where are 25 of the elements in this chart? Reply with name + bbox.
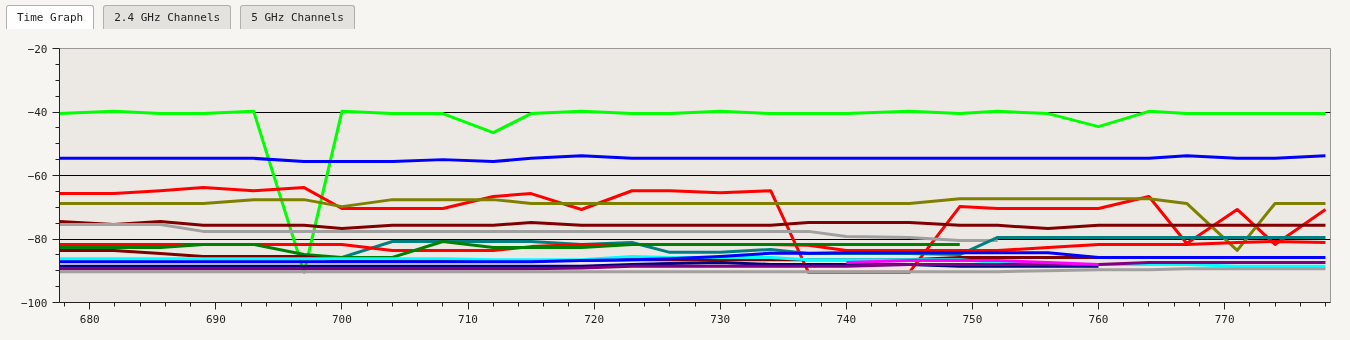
x-tick-label: 720	[584, 312, 605, 326]
y-tick-label: −100	[21, 296, 48, 310]
line-series	[59, 220, 1327, 231]
x-tick-label: 700	[332, 312, 352, 326]
line-series	[59, 197, 1327, 252]
x-tick-label: 690	[205, 312, 226, 326]
x-tick-label: 710	[458, 312, 478, 326]
text: Time Graph	[17, 10, 84, 26]
x-tick-label: 740	[836, 312, 857, 326]
y-tick-label: −40	[27, 106, 48, 119]
line-series	[59, 109, 1327, 274]
text: 2.4 GHz Channels	[114, 10, 221, 26]
line-series	[59, 251, 1327, 264]
x-tick-label: 760	[1088, 312, 1109, 326]
y-tick-label: −80	[27, 233, 48, 246]
line-series	[59, 222, 1000, 243]
x-tick-label: 750	[962, 312, 983, 326]
y-tick-label: −60	[27, 169, 48, 183]
x-tick-label: 730	[710, 312, 731, 326]
line-series	[59, 240, 962, 259]
y-tick-label: −20	[27, 42, 48, 56]
x-tick-label: 770	[1214, 312, 1235, 326]
x-tick-label: 680	[79, 312, 100, 326]
line-series	[59, 260, 1327, 271]
text: 5 GHz Channels	[251, 10, 344, 26]
